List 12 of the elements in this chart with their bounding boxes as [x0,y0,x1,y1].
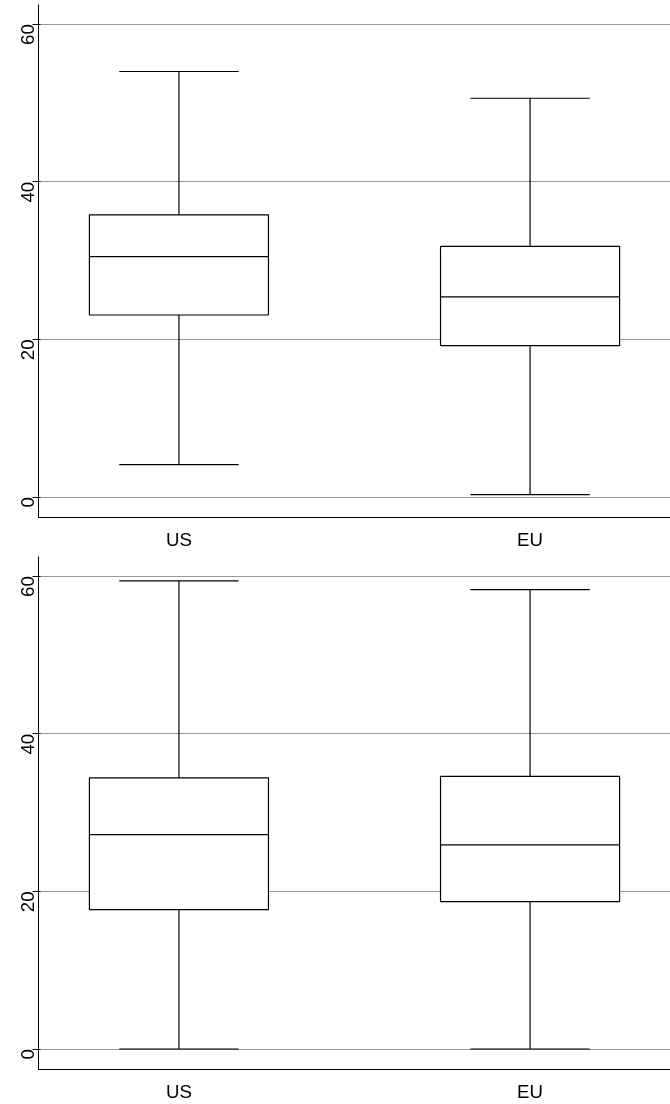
y-tick-label: 20 [17,891,38,913]
x-tick-label: US [165,528,192,550]
x-tick-label: EU [517,1080,544,1102]
y-tick-label: 60 [17,576,38,597]
y-tick-label: 60 [17,24,38,45]
y-tick-label: 0 [17,1049,38,1060]
x-tick-label: US [165,1080,192,1102]
y-tick-label: 0 [17,497,38,508]
y-tick-label: 20 [17,339,38,361]
y-tick-label: 40 [17,181,38,203]
x-tick-label: EU [517,528,544,550]
y-tick-label: 40 [17,733,38,755]
